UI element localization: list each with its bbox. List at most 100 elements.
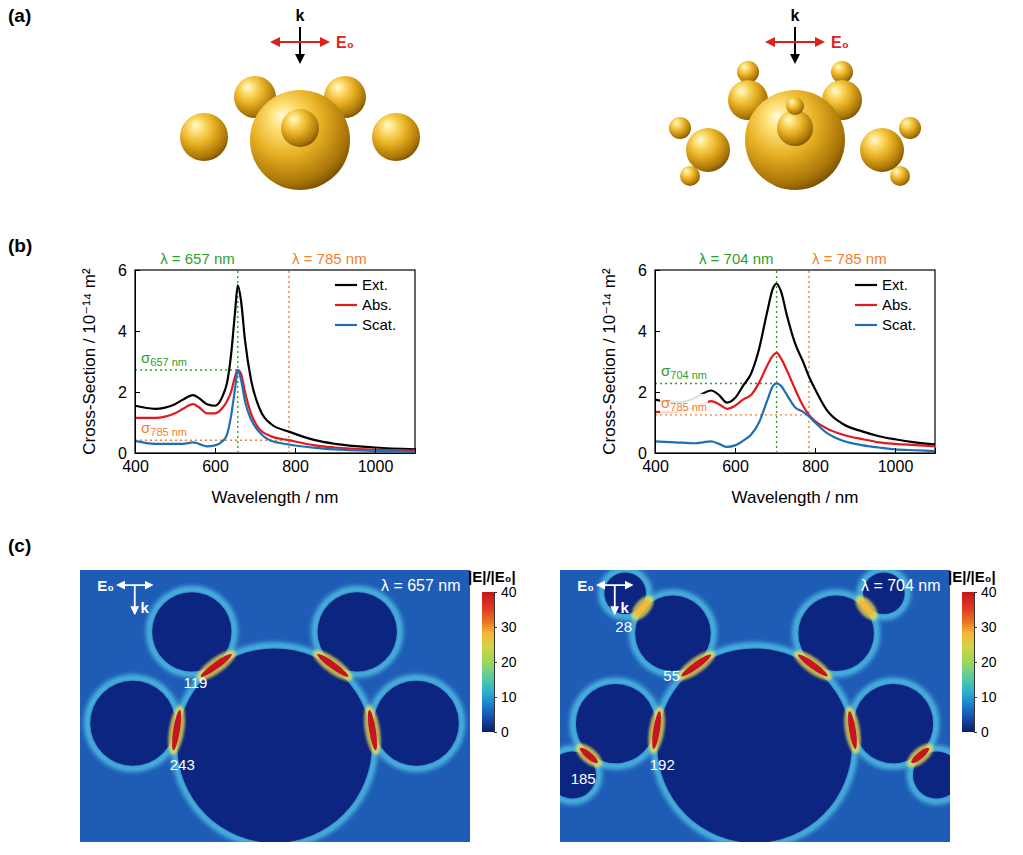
plot-marks [655,270,935,453]
gold-sphere [777,110,813,146]
sigma-label: σ657 nm [141,349,187,368]
tick: 800 [802,448,829,475]
field-map [80,570,470,846]
reference-vline [776,270,777,453]
tick-mark [655,270,660,271]
tick: 0 [494,724,509,740]
tick-mark [974,592,977,593]
hotspot-halo [165,704,188,756]
hotspot-core [170,709,183,750]
series-line [135,370,415,452]
series-line [655,383,935,451]
line-chart: 40060080010000246Wavelength / nmCross-Se… [600,250,936,507]
tick: 10 [974,689,997,705]
series-line [135,285,415,449]
hotspot-core [858,598,876,618]
panel-label: (b) [8,235,32,256]
wavevector-arrow [299,27,301,62]
tick-label: 600 [722,458,749,475]
tick: 0 [974,724,989,740]
vline-label: λ = 785 nm [812,250,887,267]
enhancement-label: 192 [650,756,675,773]
y-axis: 0246 [118,262,140,462]
plot-marks [135,270,415,453]
tick-label: 800 [802,458,829,475]
colorbar [482,592,494,732]
sigma-label: σ785 nm [661,394,707,413]
hotspot-core [578,746,600,766]
tick-label: 10 [501,689,517,705]
hotspot [673,646,719,685]
legend-label: Abs. [362,296,392,313]
y-axis-title: Cross-Section / 10⁻¹⁴ m² [600,268,619,455]
tick: 2 [638,384,660,401]
field-label: E₀ [577,577,594,594]
legend-label: Scat. [362,316,396,333]
tick-mark [135,270,140,271]
hotspot [165,704,188,756]
tick: 6 [638,262,660,279]
legend-swatch [335,324,357,326]
wavevector-arrow [794,27,796,62]
series-line [655,353,935,446]
field-arrow [272,41,328,43]
tick-mark [494,662,497,663]
legend-swatch [855,284,877,286]
legend-label: Ext. [362,276,388,293]
hotspot [572,739,606,771]
colorbar-axis: 010203040 [974,584,997,740]
hotspot-core [680,652,713,679]
plot-frame [135,270,415,453]
hotspot-halo [361,704,384,756]
tick-label: 1000 [878,458,914,475]
tick-label: 0 [501,724,509,740]
hotspot-core [909,746,931,766]
legend-label: Ext. [882,276,908,293]
gold-sphere [737,61,759,83]
tick-mark [655,392,660,393]
tick: 20 [974,654,997,670]
hotspot-halo [903,739,937,771]
colorbar-axis-line [975,593,978,733]
hotspot-halo [851,592,881,624]
tick: 2 [118,384,140,401]
tick-label: 1000 [358,458,394,475]
x-axis-line [136,448,416,454]
wavevector-arrow [134,585,136,613]
sphere-glow [851,681,936,766]
tick-mark [215,448,216,453]
tick-label: 0 [981,724,989,740]
tick-mark [135,392,140,393]
sphere-glow [371,678,462,769]
x-axis: 4006008001000 [642,448,935,475]
tick: 40 [494,584,517,600]
tick: 600 [722,448,749,475]
tick: 40 [974,584,997,600]
tick-mark [375,448,376,453]
sigma-subscript: 785 nm [150,426,187,438]
gold-sphere [745,90,845,190]
tick-label: 6 [118,262,127,279]
nanostructure: kE₀ [180,7,420,190]
sphere-section [374,681,459,766]
tick-label: 4 [118,323,127,340]
wavevector-label: k [296,7,305,24]
sphere-glow [87,678,178,769]
field-map [546,570,963,846]
sigma-subscript: 785 nm [670,401,707,413]
gold-sphere [372,113,420,161]
sphere-glow [573,681,658,766]
tick: 30 [494,619,517,635]
wavevector-label: k [620,599,629,616]
tick-mark [974,627,977,628]
field-arrow [767,41,823,43]
tick: 6 [118,262,140,279]
tick-label: 4 [638,323,647,340]
tick-mark [815,448,816,453]
y-axis-line [136,271,141,454]
tick-mark [974,662,977,663]
tick-mark [494,732,497,733]
hotspot [309,645,356,685]
x-axis-title: Wavelength / nm [212,488,339,507]
tick: 800 [282,448,309,475]
